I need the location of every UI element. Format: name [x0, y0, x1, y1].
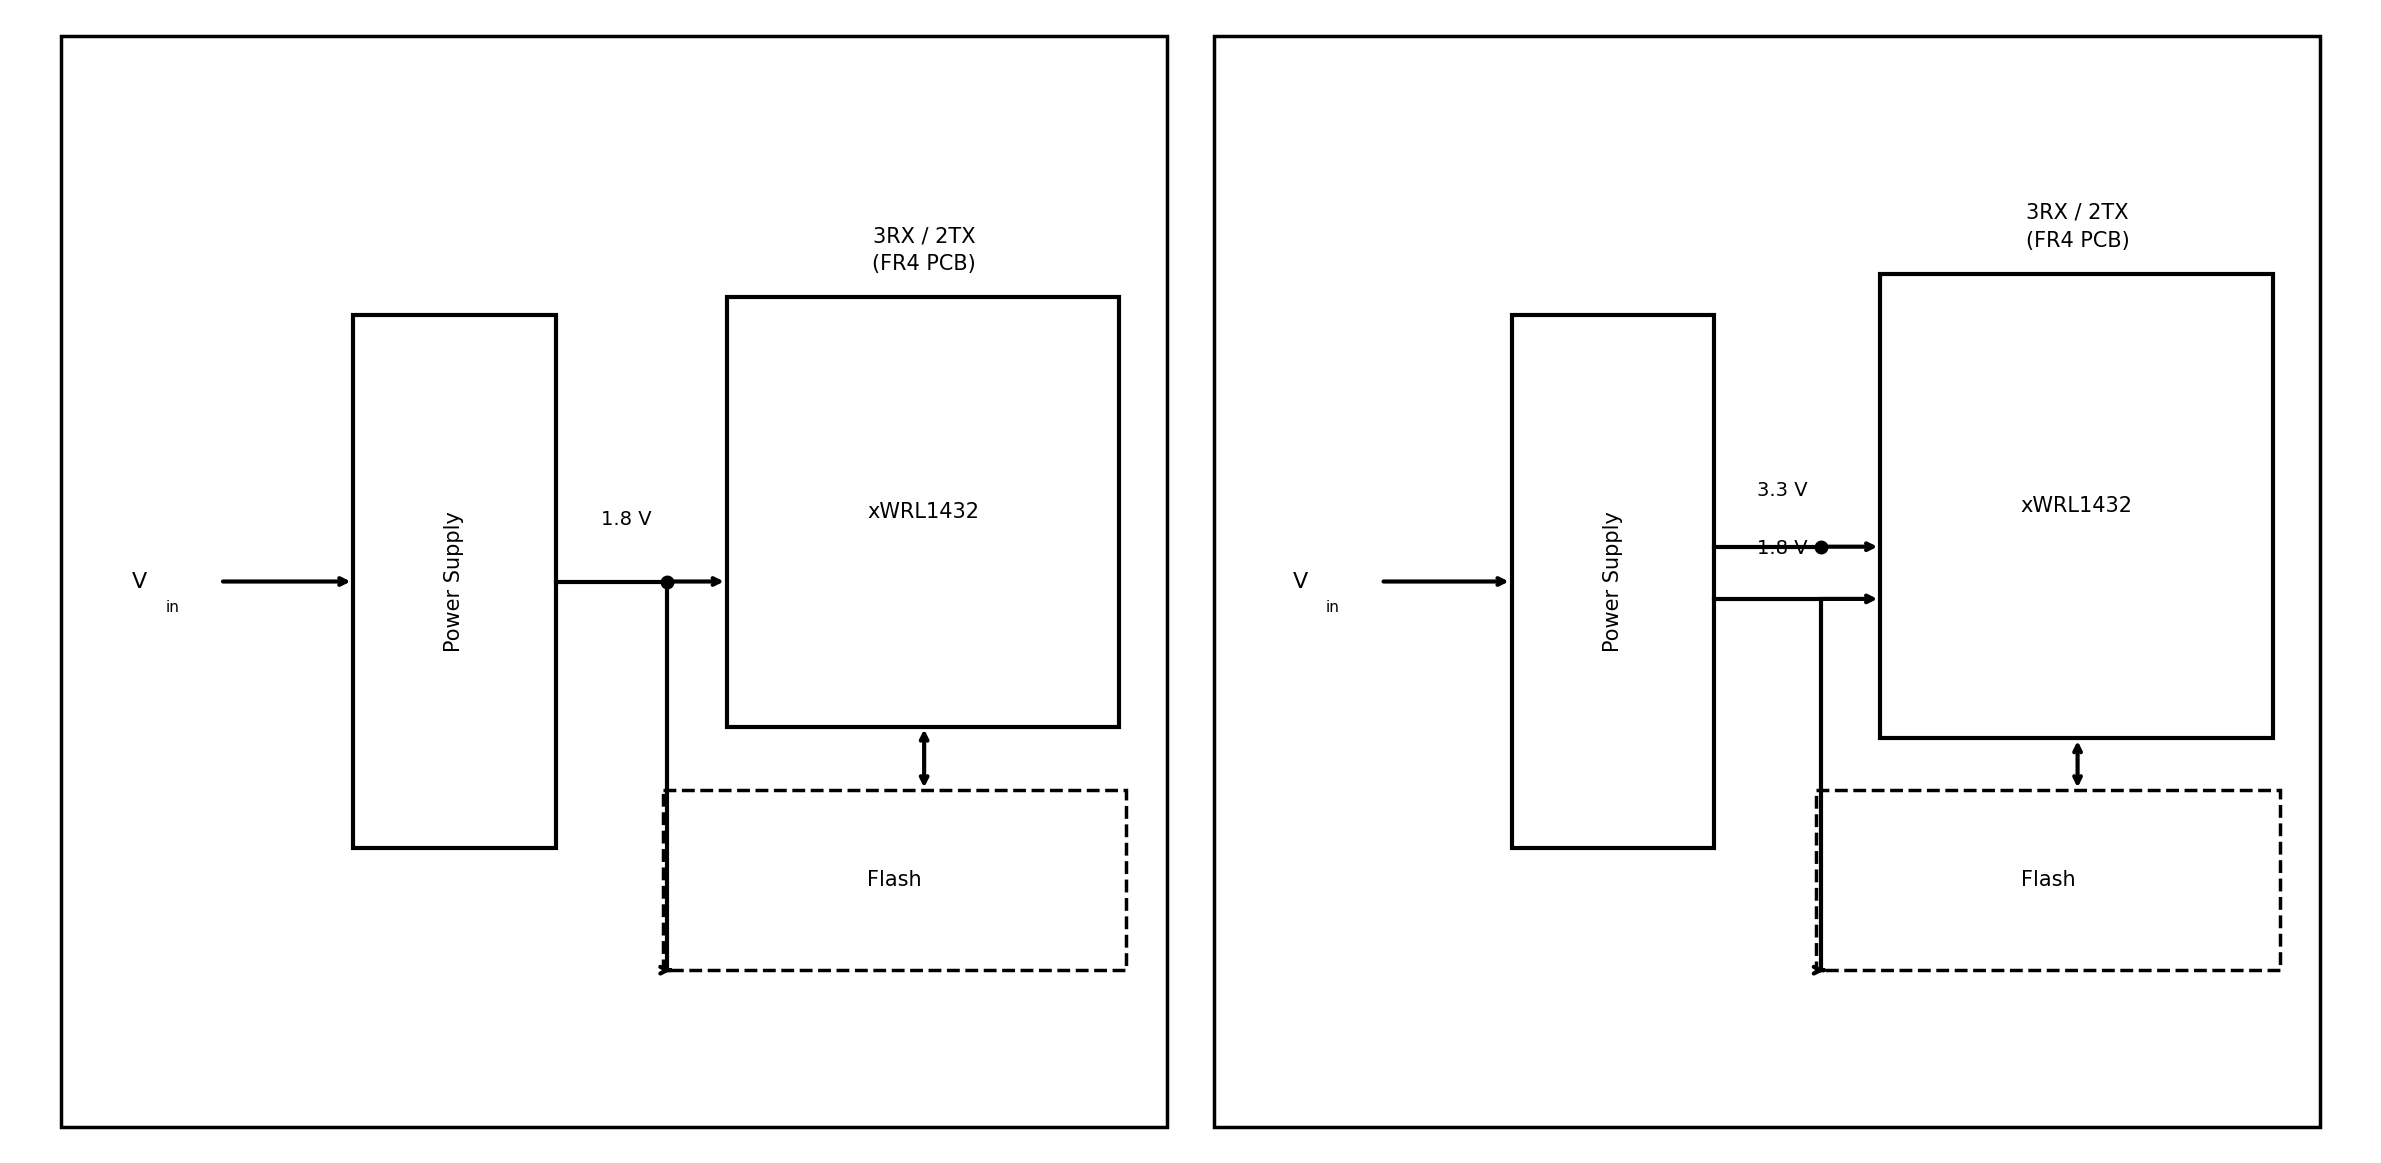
Text: Power Supply: Power Supply: [1602, 511, 1621, 652]
Text: V: V: [1293, 571, 1307, 592]
Text: 3RX / 2TX
(FR4 PCB): 3RX / 2TX (FR4 PCB): [2026, 202, 2129, 251]
Text: xWRL1432: xWRL1432: [867, 502, 979, 522]
Bar: [726, 298, 1119, 727]
Bar: [352, 315, 555, 848]
Text: Flash: Flash: [2021, 870, 2076, 890]
Bar: [1214, 36, 2319, 1127]
Text: Flash: Flash: [867, 870, 921, 890]
Text: xWRL1432: xWRL1432: [2021, 497, 2133, 516]
Text: 3.3 V: 3.3 V: [1757, 481, 1807, 500]
Text: Power Supply: Power Supply: [445, 511, 464, 652]
Text: 1.8 V: 1.8 V: [600, 511, 652, 529]
Text: in: in: [167, 599, 179, 614]
Bar: [1817, 791, 2279, 970]
Text: V: V: [133, 571, 148, 592]
Bar: [1881, 274, 2271, 739]
Bar: [62, 36, 1167, 1127]
Text: in: in: [1326, 599, 1341, 614]
Text: 1.8 V: 1.8 V: [1757, 540, 1807, 558]
Bar: [662, 791, 1126, 970]
Bar: [1512, 315, 1714, 848]
Text: 3RX / 2TX
(FR4 PCB): 3RX / 2TX (FR4 PCB): [871, 226, 976, 274]
